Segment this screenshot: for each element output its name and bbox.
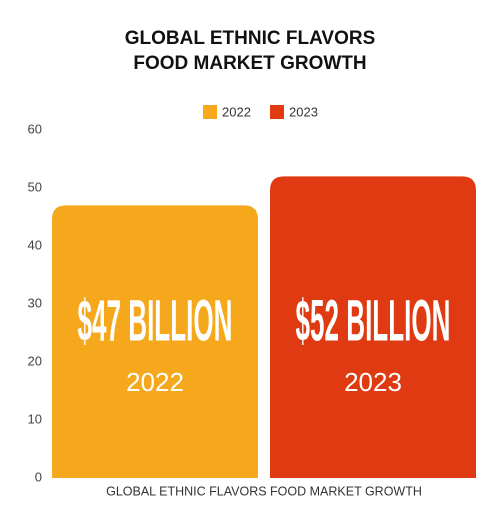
x-tick-label: GLOBAL ETHNIC FLAVORS FOOD MARKET GROWTH — [106, 484, 422, 498]
y-tick-label: 60 — [28, 121, 42, 136]
y-tick-label: 40 — [28, 237, 42, 252]
legend-label: 2022 — [222, 104, 251, 119]
chart-title: GLOBAL ETHNIC FLAVORS FOOD MARKET GROWTH — [124, 28, 376, 74]
bar-series-label: 2023 — [344, 367, 402, 397]
y-tick-label: 30 — [28, 295, 42, 310]
y-tick-label: 50 — [28, 179, 42, 194]
bar — [270, 176, 476, 478]
y-tick-label: 10 — [28, 411, 42, 426]
legend-label: 2023 — [289, 104, 318, 119]
legend-swatch — [270, 105, 284, 119]
bar — [52, 205, 258, 478]
value-label: $47 BILLION — [78, 288, 233, 353]
y-tick-label: 20 — [28, 353, 42, 368]
legend-swatch — [203, 105, 217, 119]
y-tick-label: 0 — [35, 469, 42, 484]
value-label: $52 BILLION — [296, 288, 451, 353]
bar-series-label: 2022 — [126, 367, 184, 397]
